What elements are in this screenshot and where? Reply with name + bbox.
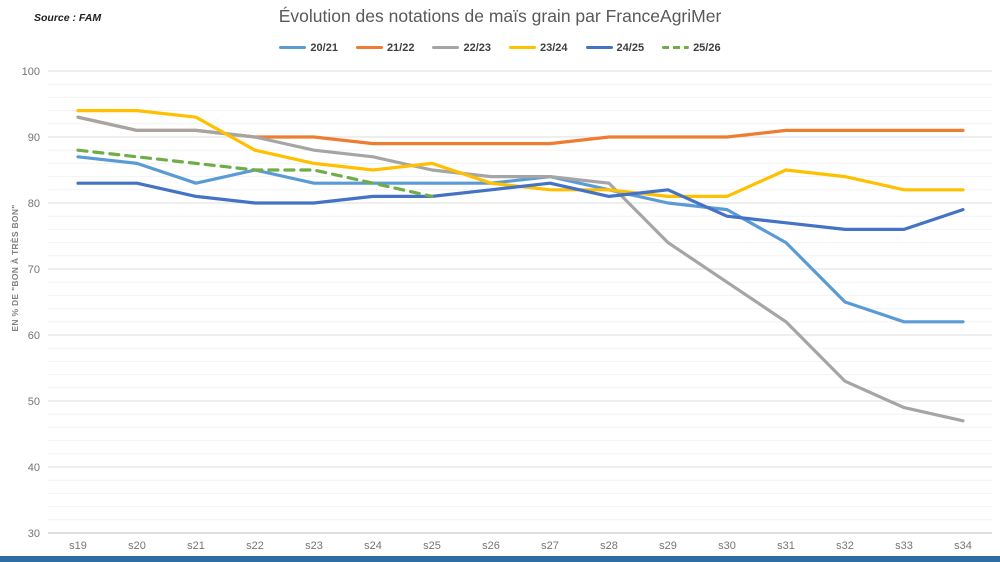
y-tick-label: 80 xyxy=(28,198,40,210)
x-tick-label: s23 xyxy=(305,540,323,552)
chart-legend: 20/21 21/22 22/23 23/24 24/25 25/26 xyxy=(0,39,1000,57)
x-tick-label: s27 xyxy=(541,540,559,552)
x-tick-label: s25 xyxy=(423,540,441,552)
x-tick-label: s24 xyxy=(364,540,382,552)
y-tick-label: 30 xyxy=(28,528,40,540)
x-tick-label: s33 xyxy=(895,540,913,552)
legend-label: 22/23 xyxy=(463,41,491,54)
y-tick-label: 60 xyxy=(28,330,40,342)
x-tick-label: s31 xyxy=(777,540,795,552)
y-tick-label: 40 xyxy=(28,462,40,474)
x-tick-label: s28 xyxy=(600,540,618,552)
legend-label: 25/26 xyxy=(693,41,721,54)
legend-label: 23/24 xyxy=(540,41,568,54)
legend-label: 24/25 xyxy=(616,41,645,54)
legend-item-25-26: 25/26 xyxy=(662,39,721,57)
x-tick-label: s21 xyxy=(187,540,205,552)
x-tick-label: s20 xyxy=(128,540,146,552)
y-tick-label: 70 xyxy=(28,264,40,276)
legend-line-marker xyxy=(662,46,690,50)
x-tick-label: s22 xyxy=(246,540,264,552)
x-tick-label: s26 xyxy=(482,540,500,552)
series-line-25-26 xyxy=(76,148,434,198)
legend-line-marker xyxy=(355,46,383,50)
series-line-24-25 xyxy=(76,181,965,231)
legend-line-marker xyxy=(509,46,536,50)
legend-line-marker xyxy=(585,46,613,50)
series-line-20-21 xyxy=(76,155,965,324)
legend-label: 20/21 xyxy=(310,41,338,54)
chart-title: Évolution des notations de maïs grain pa… xyxy=(278,6,722,26)
x-tick-label: s19 xyxy=(69,540,87,552)
legend-item-24-25: 24/25 xyxy=(585,39,645,57)
x-tick-label: s30 xyxy=(718,540,736,552)
legend-item-22-23: 22/23 xyxy=(432,39,491,57)
series-line-21-22 xyxy=(76,115,965,146)
x-tick-label: s32 xyxy=(836,540,854,552)
bottom-edge-bar xyxy=(0,556,1000,562)
legend-item-21-22: 21/22 xyxy=(355,39,415,57)
y-axis-title: EN % DE "BON À TRÈS BON" xyxy=(10,204,20,332)
y-tick-label: 90 xyxy=(28,132,40,144)
y-tick-label: 100 xyxy=(22,66,40,78)
source-label: Source : FAM xyxy=(34,12,102,24)
legend-item-23-24: 23/24 xyxy=(509,39,568,57)
legend-line-marker xyxy=(432,46,460,50)
legend-label: 21/22 xyxy=(386,41,415,54)
legend-line-marker xyxy=(279,46,307,50)
x-tick-label: s34 xyxy=(954,540,972,552)
legend-item-20-21: 20/21 xyxy=(279,39,338,57)
y-tick-label: 50 xyxy=(28,396,40,408)
x-tick-label: s29 xyxy=(659,540,677,552)
